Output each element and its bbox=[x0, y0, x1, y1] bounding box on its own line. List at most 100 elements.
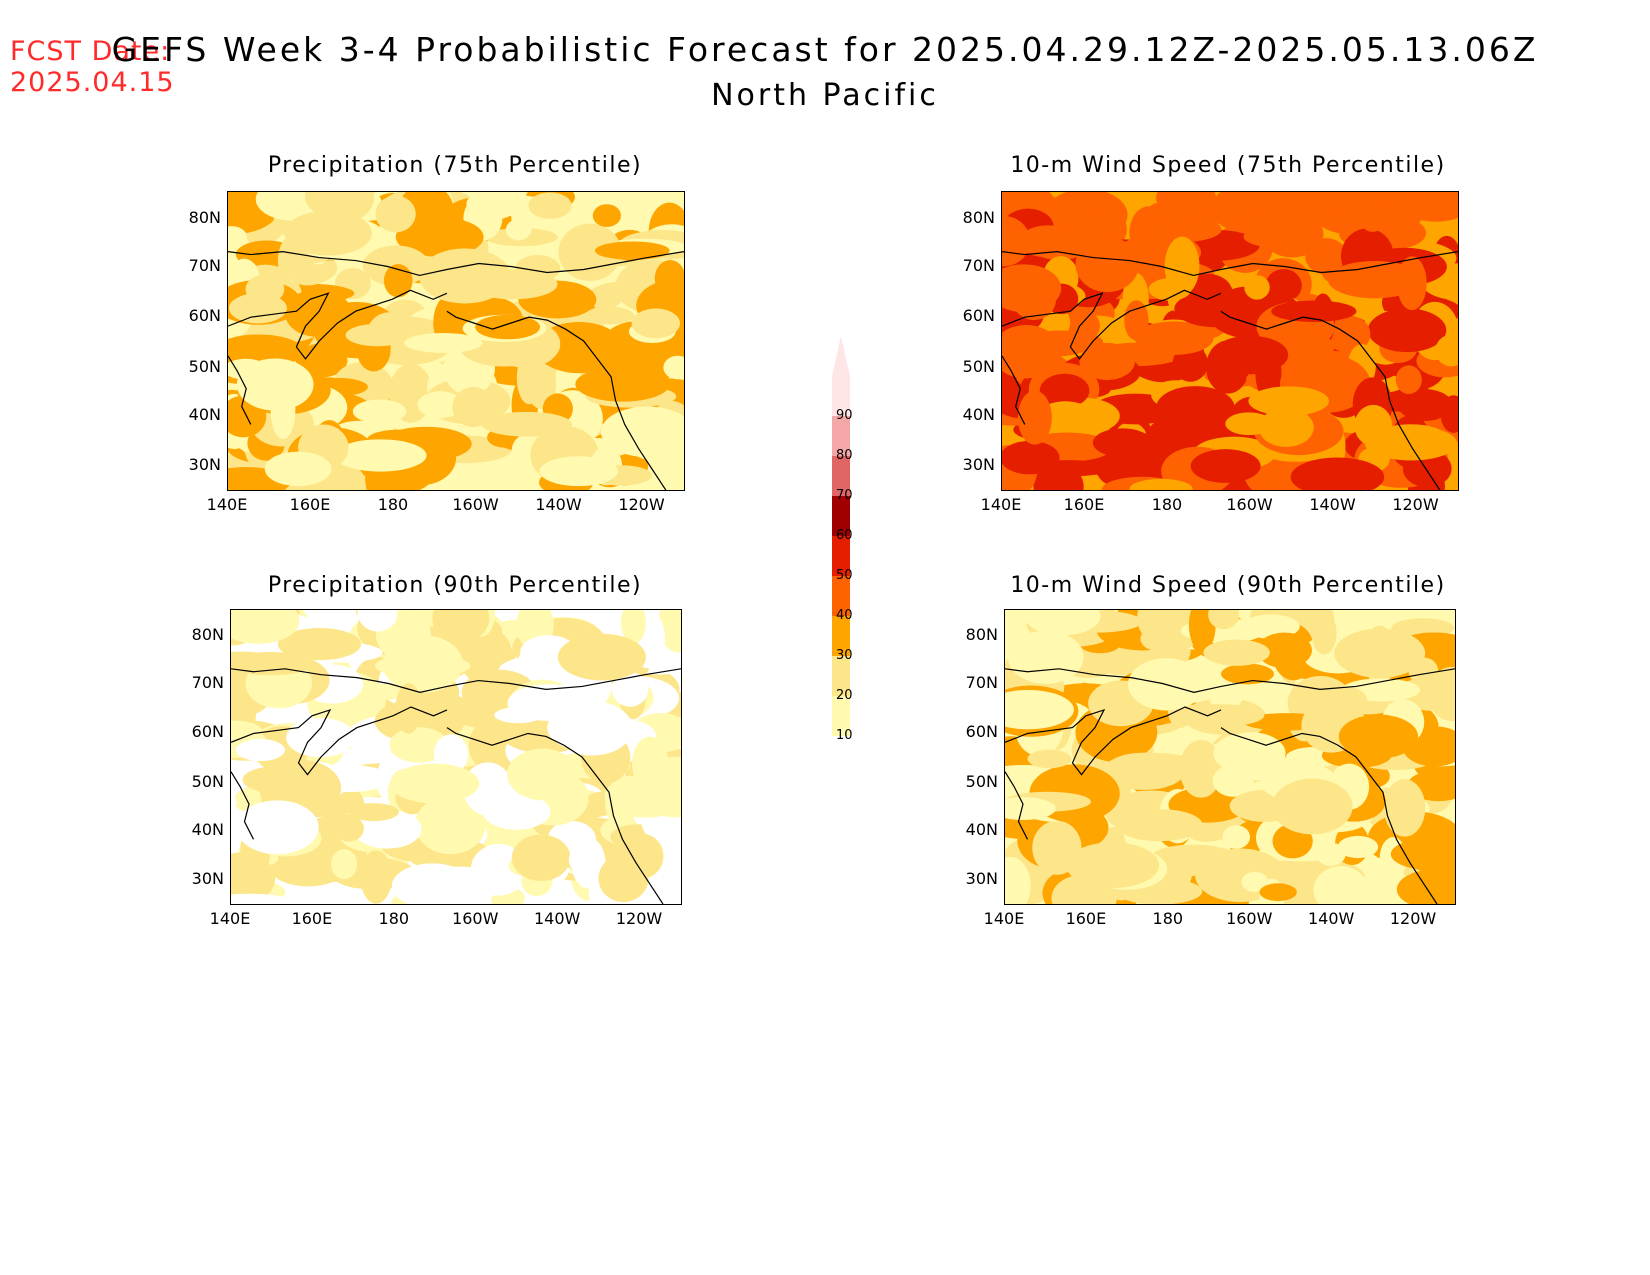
lat-tick-label: 60N bbox=[188, 306, 221, 326]
field-cell bbox=[1134, 321, 1214, 355]
field-cell bbox=[391, 863, 473, 904]
field-cell bbox=[1311, 611, 1337, 655]
colorbar-level-label: 90 bbox=[836, 408, 853, 423]
field-cell bbox=[228, 293, 287, 324]
lon-tick-label: 160E bbox=[1063, 495, 1105, 514]
kuril-coastline bbox=[1002, 355, 1026, 425]
field-cell bbox=[1395, 365, 1422, 395]
field-cell bbox=[557, 633, 646, 681]
lon-tick-label: 140E bbox=[983, 909, 1025, 928]
lon-tick-label: 180 bbox=[1152, 909, 1184, 928]
field-cell bbox=[1221, 663, 1274, 685]
field-cell bbox=[1222, 825, 1251, 849]
field-cell bbox=[1427, 666, 1455, 722]
lat-tick-label: 80N bbox=[188, 207, 221, 227]
field-cell bbox=[592, 204, 621, 228]
field-cell bbox=[228, 226, 247, 248]
lat-tick-label: 70N bbox=[191, 672, 224, 692]
field-cell bbox=[1041, 401, 1090, 423]
field-cell bbox=[475, 314, 541, 340]
fcst-date-value: 2025.04.15 bbox=[10, 67, 175, 98]
lat-tick-label: 70N bbox=[965, 672, 998, 692]
kuril-coastline bbox=[228, 355, 252, 425]
field-cell bbox=[333, 815, 364, 842]
lon-tick-label: 120W bbox=[1392, 495, 1439, 514]
lat-tick-label: 40N bbox=[965, 819, 998, 839]
field-cell bbox=[383, 264, 413, 298]
field-cell bbox=[418, 248, 511, 304]
lat-tick-label: 30N bbox=[965, 869, 998, 889]
map-field bbox=[228, 192, 684, 490]
field-cell bbox=[1117, 752, 1196, 780]
america-coastline bbox=[446, 310, 667, 490]
field-cell bbox=[304, 192, 374, 219]
lat-tick-label: 50N bbox=[188, 356, 221, 376]
colorbar-segment bbox=[832, 616, 850, 656]
field-cell bbox=[1321, 686, 1368, 715]
lat-tick-label: 80N bbox=[965, 625, 998, 645]
map-field bbox=[1002, 192, 1458, 490]
field-cell bbox=[1163, 852, 1193, 892]
colorbar-level-label: 80 bbox=[836, 448, 853, 463]
field-cell bbox=[452, 387, 495, 428]
field-cell bbox=[632, 736, 669, 791]
field-cell bbox=[1271, 300, 1357, 322]
lon-tick-label: 160E bbox=[291, 909, 333, 928]
map-precip-75 bbox=[227, 191, 685, 491]
panel-title-precip-90: Precipitation (90th Percentile) bbox=[267, 573, 643, 598]
colorbar-segment bbox=[832, 416, 850, 456]
field-cell bbox=[1290, 457, 1385, 490]
field-cell bbox=[389, 727, 448, 763]
field-cell bbox=[306, 312, 348, 333]
lon-tick-label: 180 bbox=[378, 909, 410, 928]
field-cell bbox=[1313, 866, 1369, 904]
field-cell bbox=[414, 795, 486, 855]
field-cell bbox=[1256, 632, 1312, 669]
field-cell bbox=[1334, 628, 1426, 678]
field-cell bbox=[558, 223, 622, 281]
field-cell bbox=[1164, 236, 1200, 296]
field-cell bbox=[1012, 279, 1057, 321]
field-cell bbox=[236, 800, 319, 855]
colorbar-graphic bbox=[832, 336, 850, 736]
field-cell bbox=[417, 391, 464, 418]
map-precip-90 bbox=[230, 609, 682, 905]
lat-tick-label: 80N bbox=[962, 207, 995, 227]
arctic-coastline bbox=[228, 250, 684, 277]
field-cell bbox=[601, 406, 684, 458]
field-cell bbox=[1367, 308, 1447, 353]
lat-tick-label: 30N bbox=[188, 455, 221, 475]
field-cell bbox=[404, 332, 483, 353]
america-coastline bbox=[1220, 310, 1441, 490]
field-cell bbox=[1002, 216, 1031, 267]
field-cell bbox=[352, 399, 407, 424]
field-cell bbox=[1079, 342, 1135, 381]
field-cell bbox=[432, 610, 490, 643]
lon-tick-label: 140E bbox=[206, 495, 248, 514]
panel-title-wind-90: 10-m Wind Speed (90th Percentile) bbox=[1010, 573, 1446, 598]
field-cell bbox=[1358, 200, 1387, 232]
field-cell bbox=[482, 793, 551, 830]
arctic-coastline bbox=[1005, 668, 1455, 693]
field-cell bbox=[334, 439, 427, 472]
colorbar-level-label: 20 bbox=[836, 688, 853, 703]
field-cell bbox=[511, 834, 571, 882]
field-cell bbox=[375, 195, 416, 233]
panel-title-wind-75: 10-m Wind Speed (75th Percentile) bbox=[1010, 153, 1446, 178]
field-cell bbox=[1261, 211, 1324, 258]
field-cell bbox=[284, 210, 372, 256]
field-cell bbox=[1259, 883, 1297, 902]
field-cell bbox=[620, 610, 646, 644]
lon-tick-label: 140W bbox=[1307, 909, 1355, 928]
lat-tick-label: 50N bbox=[962, 356, 995, 376]
field-cell bbox=[1124, 300, 1149, 341]
field-cell bbox=[1092, 428, 1152, 458]
lat-tick-label: 40N bbox=[191, 819, 224, 839]
field-cell bbox=[1027, 749, 1072, 769]
colorbar-segment bbox=[832, 376, 850, 416]
lon-tick-label: 140W bbox=[1309, 495, 1356, 514]
field-cell bbox=[1129, 478, 1193, 490]
field-cell bbox=[1172, 704, 1265, 727]
field-cell bbox=[1156, 192, 1217, 217]
lat-tick-label: 50N bbox=[191, 772, 224, 792]
